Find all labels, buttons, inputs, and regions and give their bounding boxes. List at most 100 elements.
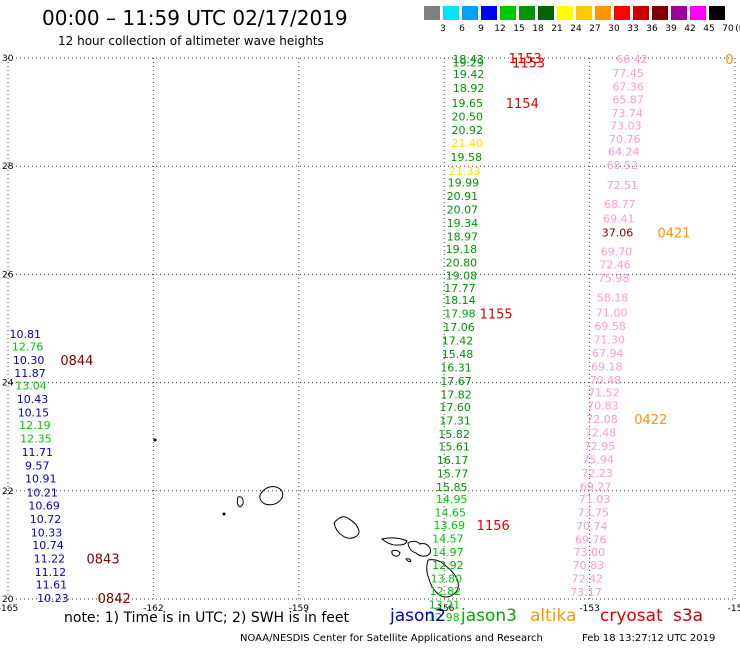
lat-tick-label: 26 <box>2 270 14 280</box>
wave-height-value: 72.46 <box>599 259 631 272</box>
wave-height-value: 17.31 <box>439 414 471 427</box>
wave-height-value: 72.23 <box>581 467 613 480</box>
legend-unit: (ft) <box>735 24 740 34</box>
wave-height-value: 14.57 <box>432 532 464 545</box>
footer-note: note: 1) Time is in UTC; 2) SWH is in fe… <box>64 610 350 626</box>
wave-height-value: 66.42 <box>616 53 648 66</box>
wave-height-value: 19.18 <box>446 243 478 256</box>
lat-tick-label: 22 <box>2 487 13 497</box>
wave-height-value: 69.27 <box>580 480 612 493</box>
lon-tick-label: -162 <box>143 604 163 614</box>
wave-height-value: 21.40 <box>451 137 483 150</box>
wave-height-value: 19.58 <box>451 151 483 164</box>
lon-tick-label: -156 <box>434 604 455 614</box>
wave-height-value: 13.04 <box>15 379 47 392</box>
wave-height-value: 18.43 <box>452 53 484 66</box>
legend-label: 39 <box>665 24 677 34</box>
wave-height-value: 71.03 <box>579 493 611 506</box>
legend-swatch <box>500 6 516 20</box>
wave-height-value: 72.42 <box>572 572 604 585</box>
legend-label: 24 <box>570 24 582 34</box>
pass-time: 0843 <box>87 552 120 567</box>
wave-height-value: 12.19 <box>19 419 50 432</box>
wave-height-value: 11.12 <box>35 566 66 579</box>
wave-height-value: 13.69 <box>434 519 466 532</box>
legend-label: 21 <box>551 24 563 34</box>
wave-height-value: 10.74 <box>32 539 64 552</box>
pass-time: 1156 <box>477 519 510 534</box>
legend-swatch <box>595 6 611 20</box>
footer-timestamp: Feb 18 13:27:12 UTC 2019 <box>582 633 716 644</box>
wave-height-value: 10.43 <box>17 393 48 406</box>
wave-height-value: 69.76 <box>575 533 607 546</box>
legend-label: 12 <box>494 24 506 34</box>
wave-height-value: 15.85 <box>436 481 468 494</box>
lat-tick-label: 24 <box>2 379 14 389</box>
legend-label: 36 <box>646 24 658 34</box>
island-kauai <box>259 486 284 506</box>
map-title: 00:00 – 11:59 UTC 02/17/2019 <box>42 6 348 30</box>
wave-height-value: 70.74 <box>576 520 608 533</box>
island-small-1 <box>153 438 157 442</box>
wave-height-value: 10.23 <box>37 592 69 605</box>
island-niihau <box>236 496 244 508</box>
pass-time: 1155 <box>480 307 513 322</box>
wave-height-value: 73.00 <box>574 546 606 559</box>
pass-time: 0842 <box>98 592 131 607</box>
wave-height-value: 10.21 <box>26 486 58 499</box>
wave-height-value: 9.57 <box>25 459 50 472</box>
pass-time: 0421 <box>657 227 690 242</box>
wave-height-value: 10.91 <box>25 472 57 485</box>
wave-height-value: 37.06 <box>602 227 634 240</box>
legend-label: 18 <box>532 24 544 34</box>
wave-height-value: 68.52 <box>607 159 639 172</box>
wave-height-value: 10.15 <box>18 406 50 419</box>
map-subtitle: 12 hour collection of altimeter wave hei… <box>58 34 324 48</box>
sat-jason3: jason3 <box>461 606 517 626</box>
wave-height-value: 15.61 <box>438 440 470 453</box>
sat-s3a: s3a <box>673 606 704 626</box>
wave-height-value: 67.94 <box>592 347 624 360</box>
wave-height-value: 15.77 <box>437 467 469 480</box>
wave-height-value: 17.06 <box>443 321 475 334</box>
wave-height-value: 17.60 <box>439 401 471 414</box>
legend-swatch <box>519 6 535 20</box>
wave-height-value: 10.33 <box>31 526 63 539</box>
legend-label: 45 <box>703 24 715 34</box>
wave-height-value: 20.92 <box>451 124 483 137</box>
island-small-2 <box>222 512 226 516</box>
wave-height-value: 69.70 <box>601 246 633 259</box>
wave-height-value: 77.45 <box>612 67 644 80</box>
wave-height-value: 11.87 <box>14 367 46 380</box>
wave-height-value: 68.77 <box>604 198 636 211</box>
wave-height-value: 11.71 <box>22 446 54 459</box>
wave-height-value: 21.33 <box>449 165 481 178</box>
wave-height-value: 10.69 <box>28 499 60 512</box>
wave-height-value: 12.98 <box>428 611 460 624</box>
legend-swatch <box>557 6 573 20</box>
lat-tick-label: 28 <box>2 162 14 172</box>
wave-height-value: 17.42 <box>442 334 474 347</box>
wave-height-value: 72.48 <box>585 426 617 439</box>
island-lanai <box>391 549 401 557</box>
wave-height-value: 71.30 <box>593 333 625 346</box>
graticule: -165 -162 -159 -156 -153 -15 30 28 26 24 22 20 <box>0 54 740 614</box>
wave-height-value: 15.48 <box>442 348 474 361</box>
wave-height-value: 17.77 <box>444 282 476 295</box>
wave-height-value: 70.76 <box>609 133 641 146</box>
legend-swatch <box>709 6 725 20</box>
wave-height-value: 19.99 <box>448 176 480 189</box>
wave-height-value: 14.65 <box>435 506 467 519</box>
lat-tick-label: 30 <box>2 54 14 64</box>
footer-credit: NOAA/NESDIS Center for Satellite Applica… <box>240 633 543 644</box>
island-hawaii <box>426 559 459 598</box>
wave-height-value: 18.92 <box>453 82 485 95</box>
lon-tick-label: -153 <box>579 604 599 614</box>
wave-height-value: 19.65 <box>451 97 483 110</box>
wave-height-value: 69.41 <box>603 213 635 226</box>
wave-height-value: 13.21 <box>429 598 461 611</box>
lon-tick-label: -159 <box>289 604 310 614</box>
sat-jason2: jason2 <box>390 606 446 626</box>
